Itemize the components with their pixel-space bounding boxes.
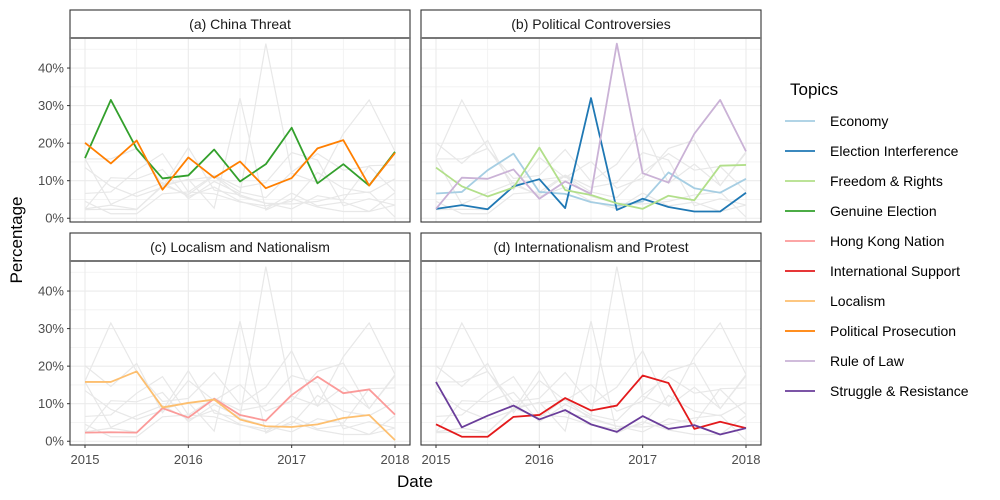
background-series-line [84, 362, 396, 414]
legend-label: Genuine Election [830, 203, 937, 219]
background-series-line [435, 139, 747, 191]
y-tick-label: 0% [45, 434, 64, 449]
background-series-line [84, 374, 396, 438]
background-series-line [84, 43, 396, 210]
series-line-localism [85, 370, 396, 441]
legend-label: Election Interference [830, 143, 959, 159]
x-tick-label: 2017 [277, 452, 306, 467]
y-tick-label: 40% [38, 284, 64, 299]
background-series-line [84, 158, 396, 213]
legend-label: Rule of Law [830, 353, 905, 369]
background-series-line [435, 369, 747, 433]
x-tick-label: 2015 [71, 452, 100, 467]
background-series-line [84, 369, 396, 433]
legend-title: Topics [790, 80, 838, 99]
background-series-line [84, 152, 396, 207]
panel-title: (a) China Threat [189, 16, 291, 32]
x-tick-label: 2018 [381, 452, 410, 467]
x-tick-label: 2016 [525, 452, 554, 467]
x-tick-label: 2016 [174, 452, 203, 467]
background-series-line [84, 151, 396, 215]
y-tick-label: 10% [38, 396, 64, 411]
background-series-line [84, 381, 396, 436]
legend-label: Localism [830, 293, 885, 309]
y-tick-label: 30% [38, 321, 64, 336]
y-tick-label: 20% [38, 359, 64, 374]
y-tick-label: 10% [38, 173, 64, 188]
y-tick-label: 40% [38, 61, 64, 76]
series-line-election-interference [435, 97, 747, 213]
series-line-hong-kong-nation [84, 375, 396, 434]
background-series-line [84, 146, 396, 210]
panel-3: (c) Localism and Nationalism 0% 10% 20% 30% 4… [38, 232, 411, 467]
legend-label: Political Prosecution [830, 323, 956, 339]
legend-label: Economy [830, 113, 888, 129]
panel-strip [420, 232, 762, 262]
panel-title: (d) Internationalism and Protest [493, 239, 688, 255]
x-axis-title: Date [397, 472, 433, 491]
background-series-line [435, 362, 747, 414]
background-series-line [84, 375, 396, 430]
panel-title: (c) Localism and Nationalism [150, 239, 330, 255]
panel-strip [420, 9, 762, 39]
background-series-line [84, 266, 396, 433]
background-series-line [436, 370, 747, 441]
series-line-struggle-resistance [435, 381, 747, 436]
legend: Economy Election Interference Freedom & Ri… [785, 113, 969, 399]
series-line-international-support [435, 374, 747, 438]
x-tick-label: 2017 [628, 452, 657, 467]
y-axis-title: Percentage [7, 197, 26, 284]
panel-strip [69, 232, 411, 262]
background-series-line [435, 151, 747, 215]
y-tick-label: 20% [38, 136, 64, 151]
x-tick-label: 2018 [732, 452, 761, 467]
panel-2: (b) Political Controversies [420, 9, 762, 223]
series-line-genuine-election [84, 99, 396, 187]
background-series-line [435, 266, 747, 433]
legend-label: Struggle & Resistance [830, 383, 969, 399]
x-tick-label: 2015 [422, 452, 451, 467]
legend-label: Freedom & Rights [830, 173, 943, 189]
series-line-economy [435, 152, 747, 207]
y-tick-label: 30% [38, 98, 64, 113]
panel-title: (b) Political Controversies [511, 16, 671, 32]
panel-strip [69, 9, 411, 39]
panel-1: (a) China Threat 0% 10% 20% 30% 40% [38, 9, 411, 226]
series-line-freedom-rights [435, 146, 747, 210]
series-line-political-prosecution [84, 139, 396, 191]
y-tick-label: 0% [45, 211, 64, 226]
legend-label: Hong Kong Nation [830, 233, 944, 249]
series-line-rule-of-law [435, 42, 747, 210]
background-series-line [436, 147, 747, 218]
legend-label: International Support [830, 263, 960, 279]
panel-4: (d) Internationalism and Protest 2015 2016… [420, 232, 762, 467]
